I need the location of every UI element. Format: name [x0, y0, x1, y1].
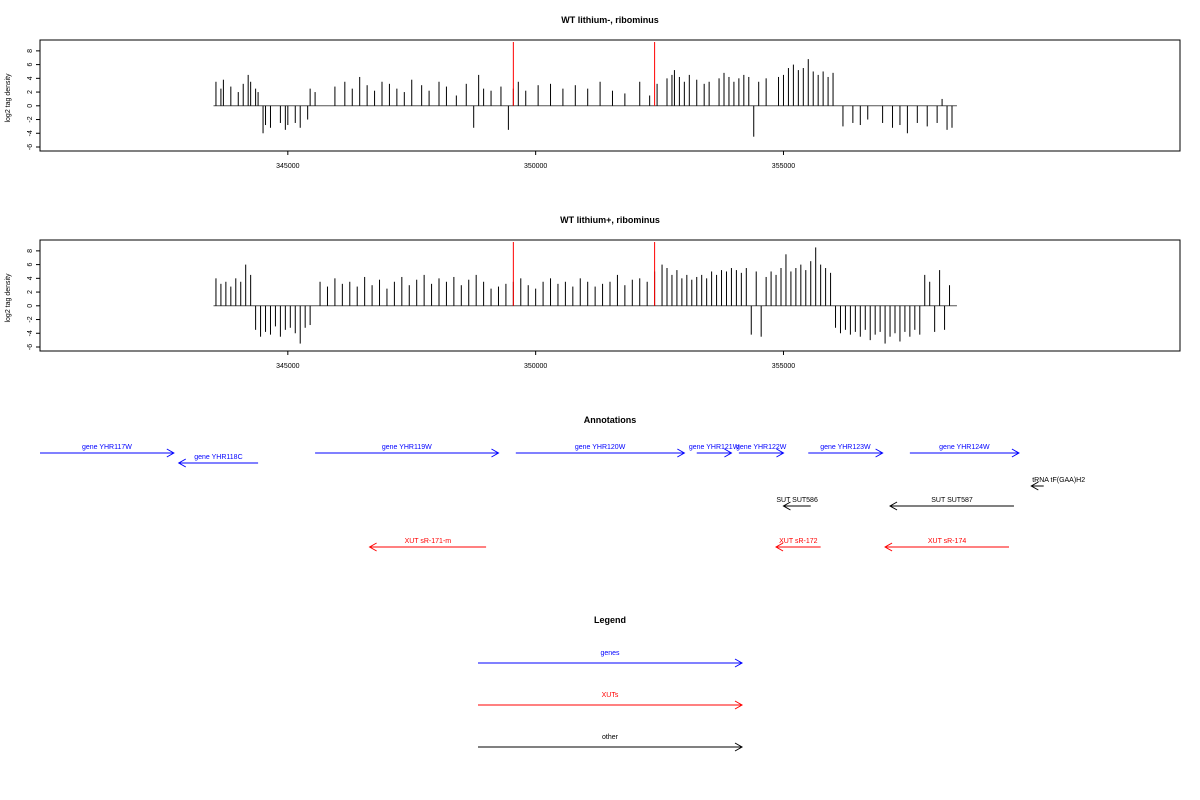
annotation-label: gene YHR121W: [689, 444, 740, 451]
x-tick-label: 345000: [276, 163, 299, 170]
legend-title: Legend: [594, 615, 626, 625]
legend-label: other: [602, 734, 619, 741]
y-tick-label: 6: [27, 63, 34, 67]
y-tick-label: 8: [27, 49, 34, 53]
arrow-head: [734, 742, 744, 752]
y-tick-label: 2: [27, 90, 34, 94]
y-tick-label: -6: [27, 344, 34, 350]
annotation-label: SUT SUT587: [931, 497, 973, 504]
y-tick-label: -2: [27, 116, 34, 122]
arrow-head: [734, 700, 744, 710]
y-tick-label: 2: [27, 290, 34, 294]
plot-frame: [39, 239, 1181, 352]
x-tick-label: 350000: [524, 163, 547, 170]
arrow-head: [1011, 448, 1020, 458]
arrow-head: [889, 501, 898, 511]
annotations-panel: Annotations gene YHR117W gene YHR118C gene…: [40, 415, 1085, 552]
y-tick-label: 0: [27, 104, 34, 108]
track-title: WT lithium+, ribominus: [560, 215, 660, 225]
arrow-head: [884, 542, 893, 552]
arrow-head: [875, 448, 884, 458]
annotation-label: gene YHR120W: [575, 444, 626, 451]
arrow-head: [368, 542, 377, 552]
x-tick-label: 355000: [772, 363, 795, 370]
arrow-head: [166, 448, 175, 458]
arrow-head: [491, 448, 500, 458]
y-tick-label: 4: [27, 276, 34, 280]
arrow-head: [782, 501, 791, 511]
y-tick-label: -4: [27, 330, 34, 336]
legend-label: XUTs: [602, 692, 619, 699]
arrow-head: [734, 658, 744, 668]
y-tick-label: 0: [27, 304, 34, 308]
track-title: WT lithium-, ribominus: [561, 15, 659, 25]
y-axis-label: log2 tag density: [5, 273, 12, 323]
annotation-label: XUT sR-171-m: [405, 538, 452, 545]
y-axis-label: log2 tag density: [5, 73, 12, 123]
y-tick-label: 8: [27, 249, 34, 253]
annotations-title: Annotations: [584, 415, 637, 425]
x-tick-label: 345000: [276, 363, 299, 370]
track-panel-lithium-plus: WT lithium+, ribominus log2 tag density …: [5, 215, 1181, 370]
plot-frame: [39, 39, 1181, 152]
y-tick-label: 4: [27, 76, 34, 80]
track-panel-lithium-minus: WT lithium-, ribominus log2 tag density …: [5, 15, 1181, 170]
annotation-label: XUT sR-174: [928, 538, 966, 545]
arrow-head: [177, 458, 187, 468]
x-tick-label: 350000: [524, 363, 547, 370]
annotation-label: SUT SUT586: [776, 497, 818, 504]
annotation-label: tRNA tF(GAA)H2: [1032, 477, 1085, 484]
y-tick-label: -6: [27, 144, 34, 150]
x-tick-label: 355000: [772, 163, 795, 170]
annotation-label: gene YHR123W: [820, 444, 871, 451]
y-tick-label: -4: [27, 130, 34, 136]
annotation-label: gene YHR122W: [736, 444, 787, 451]
arrow-head: [775, 542, 784, 552]
arrow-head: [724, 448, 733, 458]
annotation-label: gene YHR119W: [382, 444, 432, 451]
annotation-label: gene YHR117W: [82, 444, 132, 451]
annotation-label: XUT sR-172: [779, 538, 817, 545]
y-tick-label: -2: [27, 316, 34, 322]
annotation-label: gene YHR118C: [194, 454, 242, 461]
arrow-head: [677, 448, 686, 458]
legend-label: genes: [600, 650, 620, 657]
annotation-label: gene YHR124W: [939, 444, 990, 451]
arrow-head: [1030, 481, 1039, 491]
arrow-head: [776, 448, 785, 458]
y-tick-label: 6: [27, 263, 34, 267]
legend-panel: Legend genes XUTs other: [478, 615, 744, 752]
